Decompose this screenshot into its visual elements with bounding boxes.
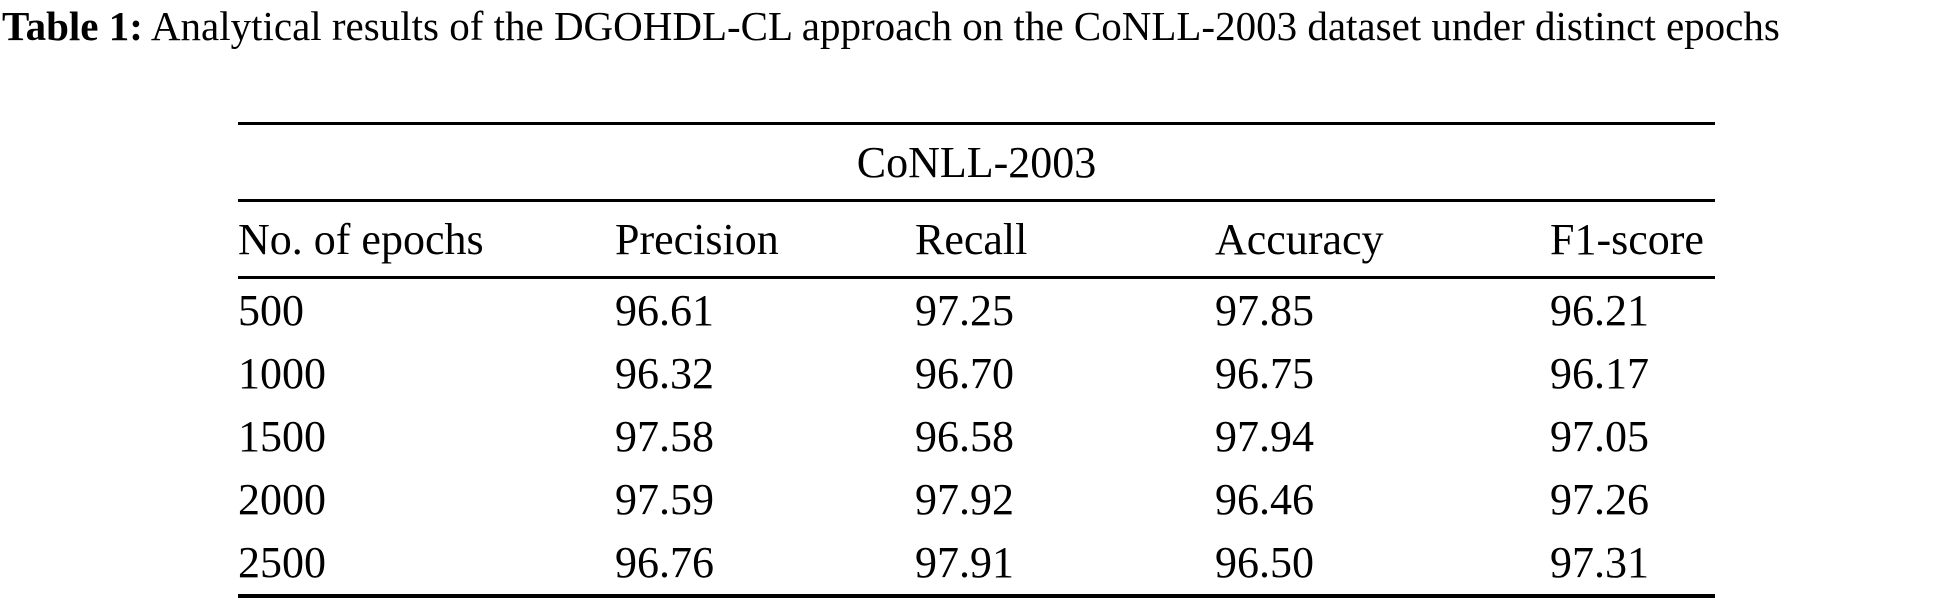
table-cell: 96.58	[915, 412, 1014, 461]
table-cell: 96.17	[1550, 349, 1649, 398]
column-header-accuracy: Accuracy	[1215, 200, 1550, 279]
table-cell: 96.61	[615, 286, 714, 335]
column-header-f1score: F1-score	[1550, 200, 1715, 279]
table-cell: 96.75	[1215, 349, 1314, 398]
table-cell: 96.32	[615, 349, 714, 398]
dataset-header-row: CoNLL-2003	[238, 123, 1715, 202]
table-row: 500 96.61 97.25 97.85 96.21	[238, 278, 1715, 343]
table-cell: 2000	[238, 475, 326, 524]
column-header-epochs: No. of epochs	[238, 200, 615, 279]
table-cell: 97.59	[615, 475, 714, 524]
table-cell: 2500	[238, 538, 326, 587]
table-row: 2000 97.59 97.92 96.46 97.26	[238, 468, 1715, 531]
table-row: 1000 96.32 96.70 96.75 96.17	[238, 342, 1715, 405]
table-cell: 97.58	[615, 412, 714, 461]
table-cell: 96.50	[1215, 538, 1314, 587]
dataset-header: CoNLL-2003	[238, 123, 1715, 202]
table-cell: 97.25	[915, 286, 1014, 335]
table-cell: 96.76	[615, 538, 714, 587]
table-caption: Table 1: Analytical results of the DGOHD…	[2, 0, 1952, 52]
table-cell: 1500	[238, 412, 326, 461]
column-header-recall: Recall	[915, 200, 1215, 279]
table-cell: 97.05	[1550, 412, 1649, 461]
table-cell: 97.31	[1550, 538, 1649, 587]
table-cell: 97.92	[915, 475, 1014, 524]
table-caption-text: Analytical results of the DGOHDL-CL appr…	[150, 3, 1780, 49]
table-caption-label: Table 1:	[2, 3, 143, 49]
table-cell: 97.91	[915, 538, 1014, 587]
table-cell: 97.85	[1215, 286, 1314, 335]
table-cell: 97.26	[1550, 475, 1649, 524]
table-cell: 1000	[238, 349, 326, 398]
table-cell: 96.70	[915, 349, 1014, 398]
results-table: CoNLL-2003 No. of epochs Precision Recal…	[238, 122, 1715, 598]
table-cell: 96.46	[1215, 475, 1314, 524]
column-header-row: No. of epochs Precision Recall Accuracy …	[238, 200, 1715, 279]
table-cell: 500	[238, 286, 304, 335]
table-cell: 96.21	[1550, 286, 1649, 335]
column-header-precision: Precision	[615, 200, 915, 279]
table-cell: 97.94	[1215, 412, 1314, 461]
table-row: 1500 97.58 96.58 97.94 97.05	[238, 405, 1715, 468]
table-row: 2500 96.76 97.91 96.50 97.31	[238, 531, 1715, 596]
